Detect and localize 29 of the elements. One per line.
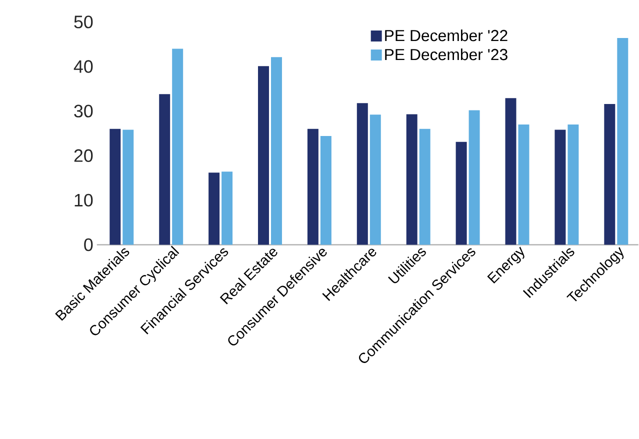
bar [554, 130, 566, 245]
bar [110, 129, 121, 245]
legend-label: PE December '23 [385, 48, 508, 60]
bar [604, 104, 616, 245]
bar [406, 114, 418, 245]
bar [172, 48, 184, 245]
y-tick-label: 20 [74, 149, 93, 162]
bar [208, 172, 220, 245]
bar [568, 124, 579, 245]
bar [518, 124, 530, 245]
legend-label: PE December '22 [385, 30, 508, 42]
bar [456, 142, 467, 245]
bar [505, 98, 516, 245]
bar [617, 38, 628, 245]
bar [370, 114, 381, 245]
y-tick-label: 50 [74, 16, 93, 29]
bar [270, 57, 282, 245]
bar [419, 129, 430, 245]
y-tick-label: 30 [74, 104, 93, 118]
bar [320, 136, 332, 245]
bar [307, 129, 318, 245]
bar [222, 172, 233, 245]
bar [159, 94, 170, 245]
bar [356, 103, 368, 245]
bar [122, 130, 134, 245]
bar [468, 110, 480, 245]
y-tick-label: 10 [74, 194, 93, 207]
y-tick-label: 40 [74, 60, 93, 74]
bar [258, 66, 269, 245]
